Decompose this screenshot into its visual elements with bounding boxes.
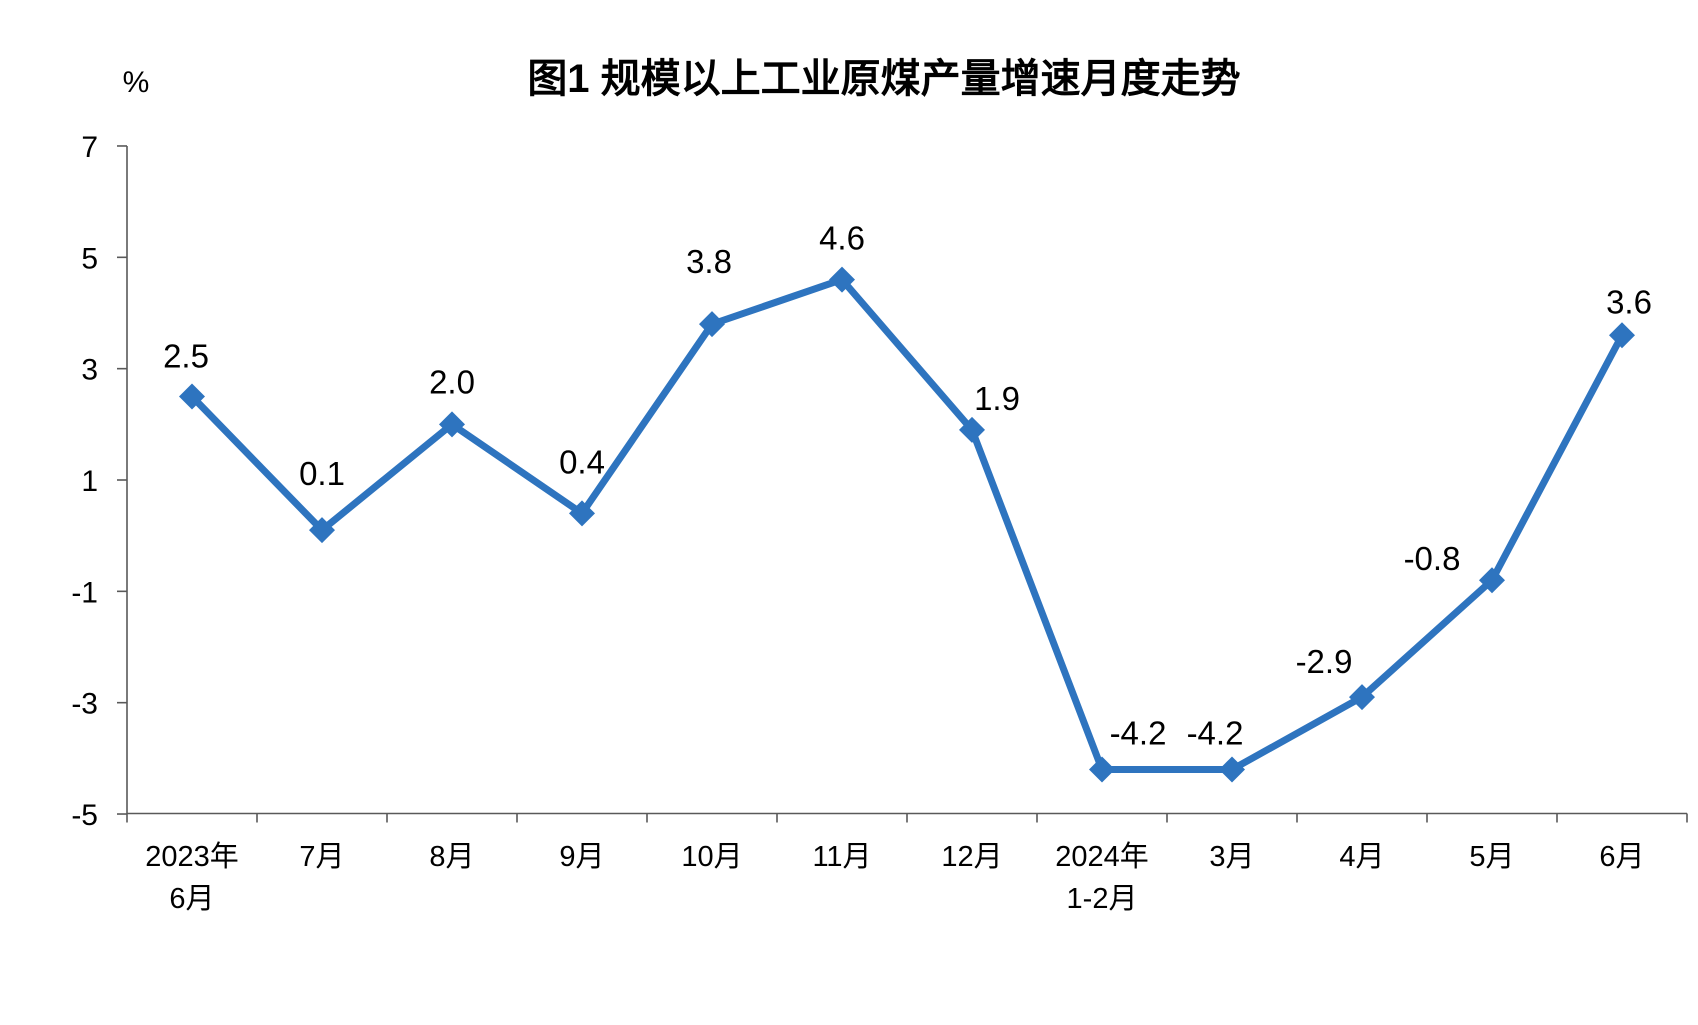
data-point-label: 3.8 — [686, 243, 732, 280]
data-point-marker — [1479, 567, 1505, 594]
data-point-marker — [439, 411, 465, 438]
data-point-label: 1.9 — [974, 380, 1020, 417]
x-axis-label: 11月 — [812, 841, 871, 873]
data-point-marker — [1609, 322, 1635, 349]
data-point-label: -4.2 — [1187, 714, 1244, 751]
data-point-marker — [699, 311, 725, 338]
data-point-label: 0.1 — [299, 455, 345, 492]
x-axis-label: 6月 — [1599, 841, 1644, 873]
data-point-marker — [569, 500, 595, 527]
data-point-marker — [1089, 756, 1115, 783]
chart-title: 图1 规模以上工业原煤产量增速月度走势 — [527, 57, 1240, 101]
y-tick-label: 5 — [81, 242, 98, 275]
x-axis-label: 1-2月 — [1067, 883, 1138, 915]
x-axis-label: 7月 — [299, 841, 344, 873]
data-point-marker — [1219, 756, 1245, 783]
x-axis-label: 12月 — [941, 841, 1002, 873]
data-point-label: 4.6 — [819, 220, 865, 257]
y-tick-label: -1 — [71, 576, 98, 609]
x-axis-label: 9月 — [559, 841, 604, 873]
x-axis-label: 10月 — [681, 841, 742, 873]
y-axis-unit-label: % — [123, 66, 150, 99]
data-point-label: 2.0 — [429, 363, 475, 400]
x-axis-label: 4月 — [1339, 841, 1384, 873]
y-tick-label: -5 — [71, 799, 98, 832]
data-point-marker — [309, 517, 335, 544]
data-point-label: 2.5 — [163, 337, 209, 374]
y-tick-label: 7 — [81, 131, 98, 164]
data-point-label: 0.4 — [559, 443, 605, 480]
data-point-marker — [959, 416, 985, 443]
data-point-marker — [179, 383, 205, 410]
data-point-marker — [1349, 684, 1375, 711]
y-tick-label: -3 — [71, 688, 98, 721]
data-point-marker — [829, 266, 855, 293]
y-tick-label: 3 — [81, 354, 98, 387]
data-point-label: -0.8 — [1404, 540, 1461, 577]
data-point-label: -4.2 — [1110, 714, 1167, 751]
x-axis-label: 8月 — [429, 841, 474, 873]
data-point-label: -2.9 — [1296, 643, 1353, 680]
x-axis-label: 2024年 — [1055, 840, 1149, 873]
x-axis-label: 2023年 — [145, 840, 239, 873]
data-line — [188, 276, 1626, 773]
y-tick-label: 1 — [81, 465, 98, 498]
x-axis-label: 6月 — [169, 883, 214, 915]
x-axis-label: 5月 — [1469, 841, 1514, 873]
x-axis-label: 3月 — [1209, 841, 1254, 873]
data-point-label: 3.6 — [1606, 283, 1652, 320]
